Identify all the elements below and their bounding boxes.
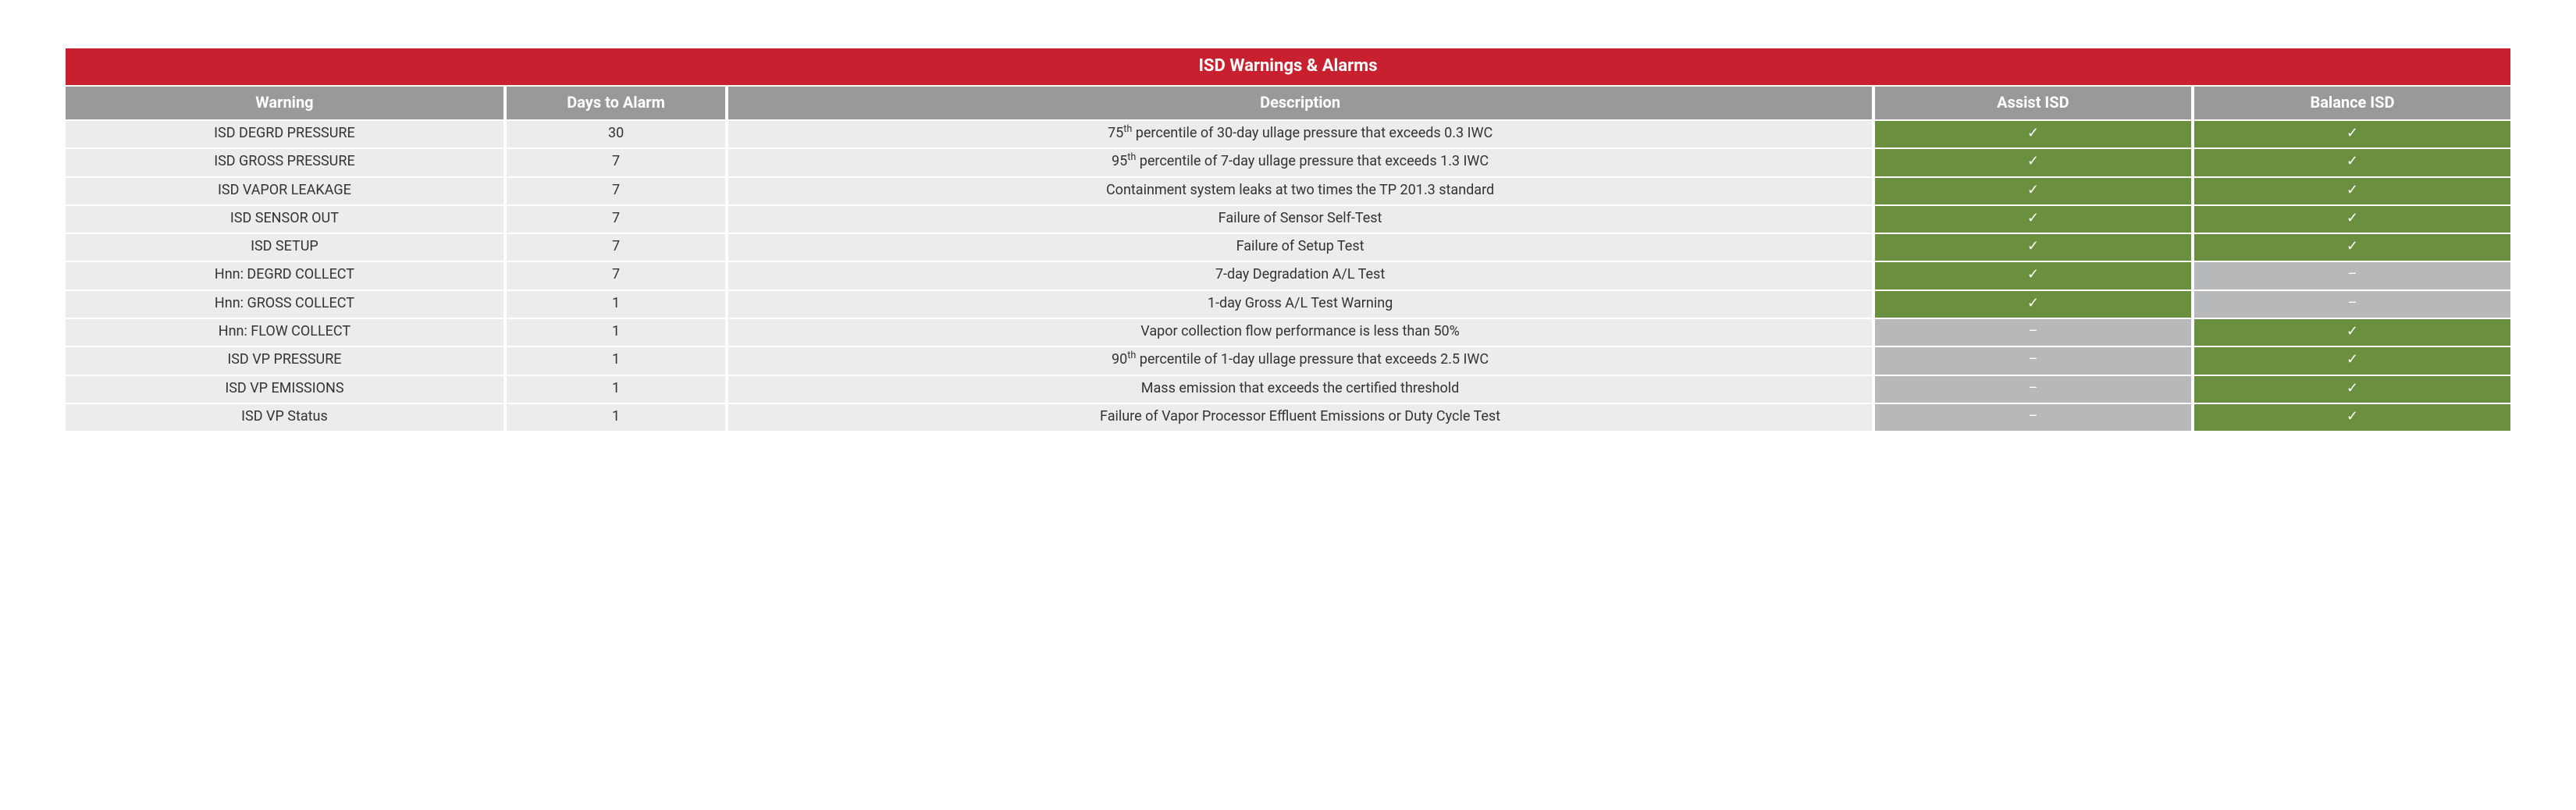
cell-description: 1-day Gross A/L Test Warning: [728, 291, 1872, 318]
cell-description: 95th percentile of 7-day ullage pressure…: [728, 149, 1872, 176]
cell-description: Failure of Sensor Self-Test: [728, 206, 1872, 233]
table-header-row: Warning Days to Alarm Description Assist…: [66, 87, 2510, 119]
cell-warning: Hnn: DEGRD COLLECT: [66, 262, 503, 289]
cell-warning: ISD VP PRESSURE: [66, 347, 503, 374]
dash-icon: –: [1875, 347, 2191, 374]
cell-description: Failure of Vapor Processor Effluent Emis…: [728, 404, 1872, 431]
cell-days: 30: [507, 121, 725, 147]
isd-warnings-table-container: ISD Warnings & Alarms Warning Days to Al…: [62, 47, 2514, 432]
cell-days: 7: [507, 178, 725, 204]
col-header-description: Description: [728, 87, 1872, 119]
cell-warning: ISD SENSOR OUT: [66, 206, 503, 233]
cell-warning: Hnn: GROSS COLLECT: [66, 291, 503, 318]
check-icon: ✓: [1875, 121, 2191, 147]
cell-warning: ISD VAPOR LEAKAGE: [66, 178, 503, 204]
dash-icon: –: [1875, 376, 2191, 403]
cell-days: 1: [507, 347, 725, 374]
cell-days: 1: [507, 376, 725, 403]
check-icon: ✓: [2194, 319, 2510, 346]
check-icon: ✓: [2194, 149, 2510, 176]
cell-description: Mass emission that exceeds the certified…: [728, 376, 1872, 403]
dash-icon: –: [2194, 291, 2510, 318]
cell-days: 7: [507, 206, 725, 233]
dash-icon: –: [2194, 262, 2510, 289]
check-icon: ✓: [2194, 206, 2510, 233]
check-icon: ✓: [2194, 404, 2510, 431]
table-row: ISD GROSS PRESSURE795th percentile of 7-…: [66, 149, 2510, 176]
cell-warning: ISD GROSS PRESSURE: [66, 149, 503, 176]
table-title-row: ISD Warnings & Alarms: [66, 48, 2510, 85]
check-icon: ✓: [1875, 291, 2191, 318]
table-row: ISD SENSOR OUT7Failure of Sensor Self-Te…: [66, 206, 2510, 233]
cell-warning: ISD DEGRD PRESSURE: [66, 121, 503, 147]
check-icon: ✓: [2194, 347, 2510, 374]
col-header-balance: Balance ISD: [2194, 87, 2510, 119]
table-title: ISD Warnings & Alarms: [66, 48, 2510, 85]
table-row: Hnn: DEGRD COLLECT77-day Degradation A/L…: [66, 262, 2510, 289]
cell-description: Containment system leaks at two times th…: [728, 178, 1872, 204]
check-icon: ✓: [2194, 376, 2510, 403]
check-icon: ✓: [2194, 234, 2510, 261]
check-icon: ✓: [1875, 262, 2191, 289]
table-row: ISD VP PRESSURE190th percentile of 1-day…: [66, 347, 2510, 374]
cell-description: 90th percentile of 1-day ullage pressure…: [728, 347, 1872, 374]
check-icon: ✓: [1875, 178, 2191, 204]
cell-days: 7: [507, 149, 725, 176]
cell-days: 7: [507, 262, 725, 289]
table-row: ISD VAPOR LEAKAGE7Containment system lea…: [66, 178, 2510, 204]
col-header-days: Days to Alarm: [507, 87, 725, 119]
cell-days: 7: [507, 234, 725, 261]
check-icon: ✓: [2194, 121, 2510, 147]
cell-description: Failure of Setup Test: [728, 234, 1872, 261]
table-body: ISD DEGRD PRESSURE3075th percentile of 3…: [66, 121, 2510, 431]
check-icon: ✓: [1875, 149, 2191, 176]
col-header-warning: Warning: [66, 87, 503, 119]
cell-warning: ISD VP EMISSIONS: [66, 376, 503, 403]
cell-days: 1: [507, 319, 725, 346]
col-header-assist: Assist ISD: [1875, 87, 2191, 119]
check-icon: ✓: [1875, 234, 2191, 261]
cell-warning: Hnn: FLOW COLLECT: [66, 319, 503, 346]
table-row: ISD DEGRD PRESSURE3075th percentile of 3…: [66, 121, 2510, 147]
cell-description: 7-day Degradation A/L Test: [728, 262, 1872, 289]
cell-days: 1: [507, 404, 725, 431]
cell-days: 1: [507, 291, 725, 318]
table-row: Hnn: GROSS COLLECT11-day Gross A/L Test …: [66, 291, 2510, 318]
check-icon: ✓: [1875, 206, 2191, 233]
table-row: ISD VP EMISSIONS1Mass emission that exce…: [66, 376, 2510, 403]
dash-icon: –: [1875, 319, 2191, 346]
dash-icon: –: [1875, 404, 2191, 431]
table-row: ISD VP Status1Failure of Vapor Processor…: [66, 404, 2510, 431]
cell-description: 75th percentile of 30-day ullage pressur…: [728, 121, 1872, 147]
table-row: Hnn: FLOW COLLECT1Vapor collection flow …: [66, 319, 2510, 346]
cell-warning: ISD VP Status: [66, 404, 503, 431]
check-icon: ✓: [2194, 178, 2510, 204]
isd-warnings-table: ISD Warnings & Alarms Warning Days to Al…: [62, 47, 2514, 432]
cell-description: Vapor collection flow performance is les…: [728, 319, 1872, 346]
table-row: ISD SETUP7Failure of Setup Test✓✓: [66, 234, 2510, 261]
cell-warning: ISD SETUP: [66, 234, 503, 261]
